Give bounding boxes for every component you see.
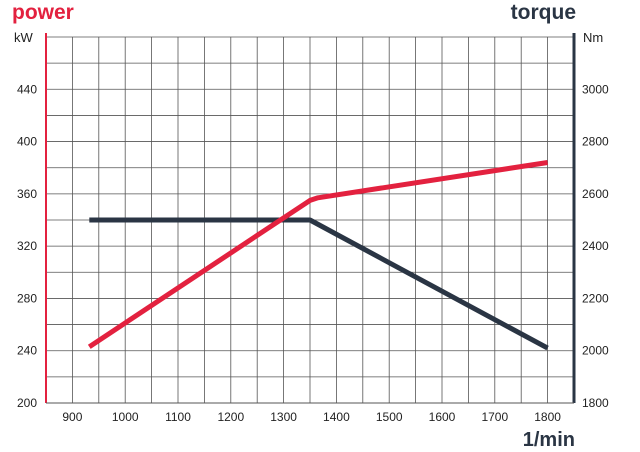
tick-labels: 200 240 280 320 360 400 440 1800 2000 2200 2400 260…	[17, 82, 609, 424]
x-tick-label: 1600	[429, 410, 456, 424]
series-lines	[87, 160, 549, 351]
axes	[45, 33, 576, 404]
x-tick-label: 1000	[112, 410, 139, 424]
y-left-tick-label: 400	[17, 135, 37, 149]
grid-lines	[46, 36, 574, 403]
x-tick-label: 1500	[376, 410, 403, 424]
x-tick-label: 1800	[534, 410, 561, 424]
y-left-tick-label: 440	[17, 82, 37, 96]
x-tick-label: 1200	[217, 410, 244, 424]
y-left-tick-label: 240	[17, 344, 37, 358]
x-tick-label: 1300	[270, 410, 297, 424]
y-right-tick-label: 2000	[582, 344, 609, 358]
y-right-tick-label: 2800	[582, 135, 609, 149]
x-tick-label: 1400	[323, 410, 350, 424]
right-axis-unit: Nm	[583, 30, 603, 45]
x-tick-label: 1100	[165, 410, 191, 424]
torque-title: torque	[511, 1, 576, 24]
y-left-tick-label: 200	[17, 396, 37, 410]
y-right-tick-label: 2200	[582, 291, 609, 305]
torque-curve	[89, 217, 549, 351]
power-curve	[87, 160, 548, 349]
left-axis-unit: kW	[14, 30, 34, 45]
x-tick-label: 900	[62, 410, 82, 424]
y-left-tick-label: 320	[17, 239, 37, 253]
power-title: power	[12, 1, 74, 24]
y-right-tick-label: 2600	[582, 187, 609, 201]
y-right-tick-label: 1800	[582, 396, 609, 410]
y-right-tick-label: 2400	[582, 239, 609, 253]
y-right-tick-label: 3000	[582, 82, 609, 96]
y-left-tick-label: 360	[17, 187, 37, 201]
x-tick-label: 1700	[481, 410, 508, 424]
x-axis-unit: 1/min	[523, 429, 575, 451]
y-left-tick-label: 280	[17, 291, 37, 305]
